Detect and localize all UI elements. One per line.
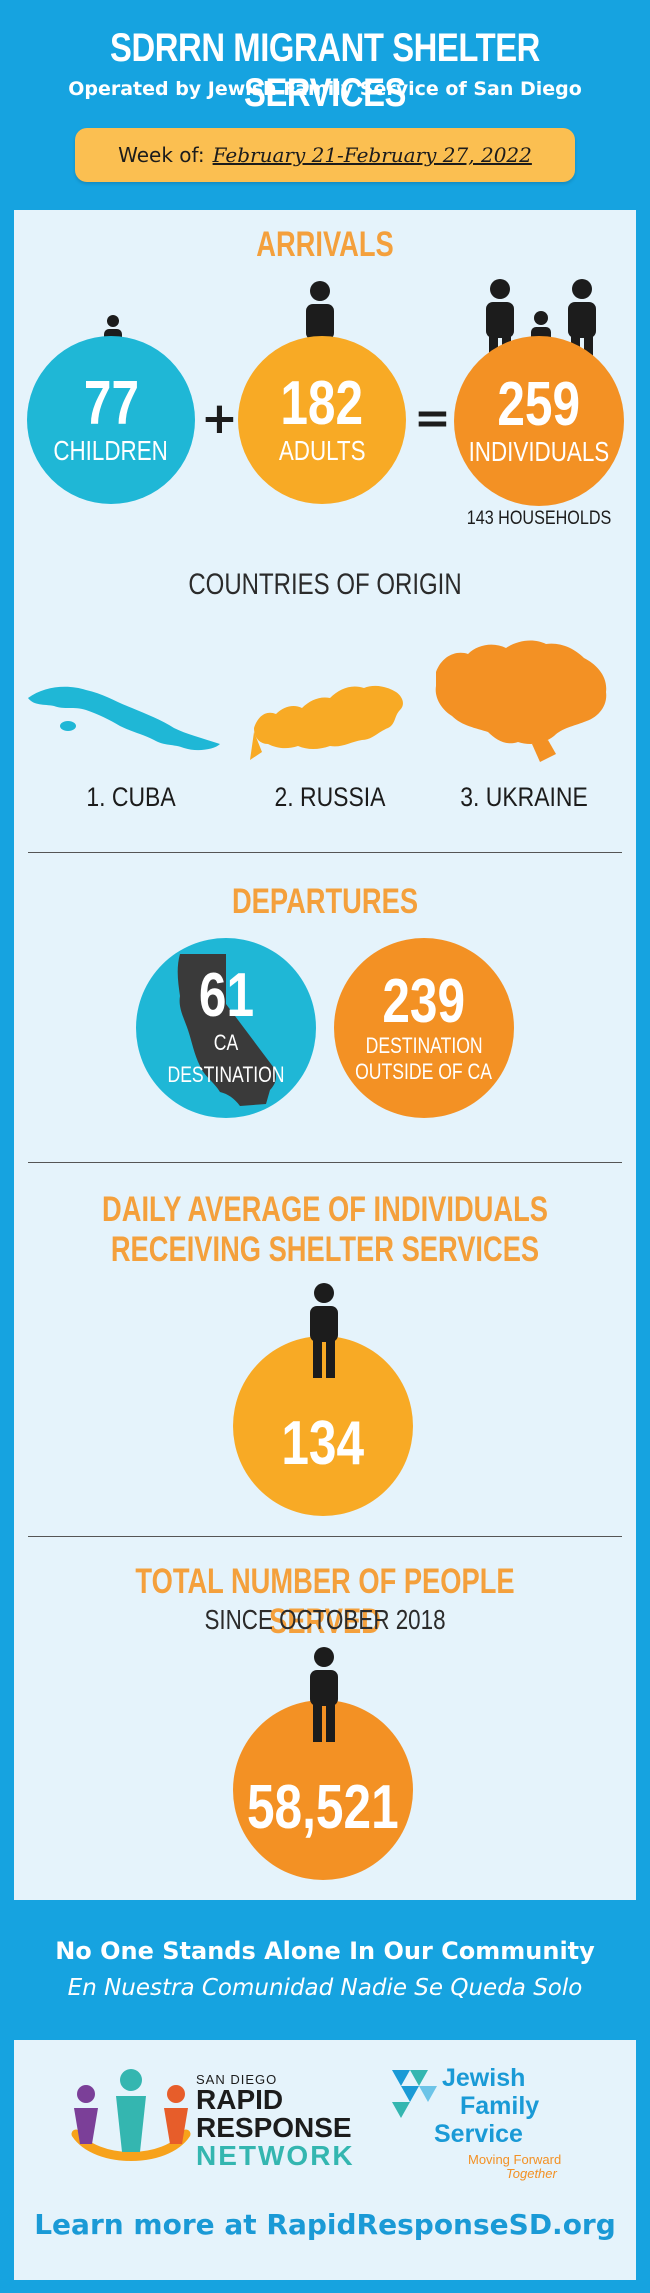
- outside-ca-label-2: OUTSIDE OF CA: [355, 1059, 493, 1084]
- rrn-san-diego: SAN DIEGO: [196, 2072, 278, 2087]
- russia-map-icon: [250, 685, 403, 760]
- total-subtitle: SINCE OCTOBER 2018: [204, 1604, 446, 1635]
- daily-average-circle: 134: [233, 1336, 413, 1516]
- total-count: 58,521: [247, 1773, 399, 1842]
- california-map-icon: [177, 954, 277, 1106]
- individuals-count: 259: [497, 370, 581, 439]
- jfs-family: Family: [460, 2092, 540, 2120]
- ca-destination-circle: 61 CA DESTINATION: [136, 938, 316, 1118]
- week-dates: February 21-February 27, 2022: [212, 143, 532, 167]
- countries-title: COUNTRIES OF ORIGIN: [188, 568, 462, 601]
- divider-3: [28, 1536, 622, 1537]
- jfs-tagline-1: Moving Forward: [468, 2152, 562, 2167]
- adults-count: 182: [280, 369, 364, 438]
- cuba-map-icon: [28, 686, 220, 751]
- arrivals-title: ARRIVALS: [256, 225, 394, 264]
- rrn-people-logo-icon: [71, 2069, 191, 2161]
- ca-destination-count: 61: [198, 961, 254, 1030]
- country-1-label: 1. CUBA: [86, 782, 176, 812]
- footer-motto-english: No One Stands Alone In Our Community: [55, 1937, 595, 1965]
- week-label: Week of:: [118, 143, 205, 167]
- departures-title: DEPARTURES: [231, 882, 419, 921]
- adults-circle: 182 ADULTS: [238, 336, 406, 504]
- children-circle: 77 CHILDREN: [27, 336, 195, 504]
- header-title: SDRRN MIGRANT SHELTER SERVICES: [110, 26, 540, 115]
- daily-title-line1: DAILY AVERAGE OF INDIVIDUALS: [102, 1190, 548, 1229]
- rrn-rapid: RAPID: [196, 2084, 284, 2115]
- total-circle: 58,521: [233, 1700, 413, 1880]
- outside-ca-count: 239: [382, 967, 466, 1036]
- header-subtitle: Operated by Jewish Family Service of San…: [68, 78, 582, 100]
- equals-sign: =: [414, 393, 451, 444]
- rrn-response: RESPONSE: [196, 2112, 352, 2143]
- individuals-label: INDIVIDUALS: [468, 436, 610, 467]
- jfs-triangles-logo-icon: [392, 2070, 437, 2118]
- week-box: Week of: February 21-February 27, 2022: [75, 128, 575, 182]
- outside-ca-circle: 239 DESTINATION OUTSIDE OF CA: [334, 938, 514, 1118]
- divider-1: [28, 852, 622, 853]
- daily-title-line2: RECEIVING SHELTER SERVICES: [110, 1230, 540, 1269]
- jfs-tagline-2: Together: [506, 2166, 557, 2181]
- rrn-network: NETWORK: [196, 2140, 355, 2171]
- learn-more-link[interactable]: Learn more at RapidResponseSD.org: [34, 2208, 616, 2241]
- footer-motto-spanish: En Nuestra Comunidad Nadie Se Queda Solo: [67, 1975, 583, 2001]
- logo-panel: SAN DIEGO RAPID RESPONSE NETWORK Jewish …: [14, 2040, 636, 2280]
- households-count: 143 HOUSEHOLDS: [466, 508, 612, 529]
- daily-average-count: 134: [281, 1409, 365, 1478]
- outside-ca-label-1: DESTINATION: [365, 1033, 483, 1058]
- ukraine-map-icon: [435, 640, 607, 762]
- daily-person-icon: [310, 1283, 338, 1378]
- children-label: CHILDREN: [53, 435, 169, 466]
- plus-sign: +: [201, 393, 238, 444]
- jfs-service: Service: [434, 2120, 523, 2148]
- jfs-jewish: Jewish: [442, 2064, 526, 2092]
- total-person-icon: [310, 1647, 338, 1742]
- individuals-circle: 259 INDIVIDUALS: [454, 336, 624, 506]
- divider-2: [28, 1162, 622, 1163]
- country-3-label: 3. UKRAINE: [460, 782, 588, 812]
- main-panel: ARRIVALS 77 CHILDREN + 182 ADULTS = 25: [14, 210, 636, 1900]
- adults-label: ADULTS: [278, 435, 366, 466]
- ca-destination-label: CA DESTINATION: [167, 1030, 285, 1087]
- children-count: 77: [83, 369, 139, 438]
- country-2-label: 2. RUSSIA: [274, 782, 386, 812]
- total-title: TOTAL NUMBER OF PEOPLE SERVED: [135, 1562, 515, 1641]
